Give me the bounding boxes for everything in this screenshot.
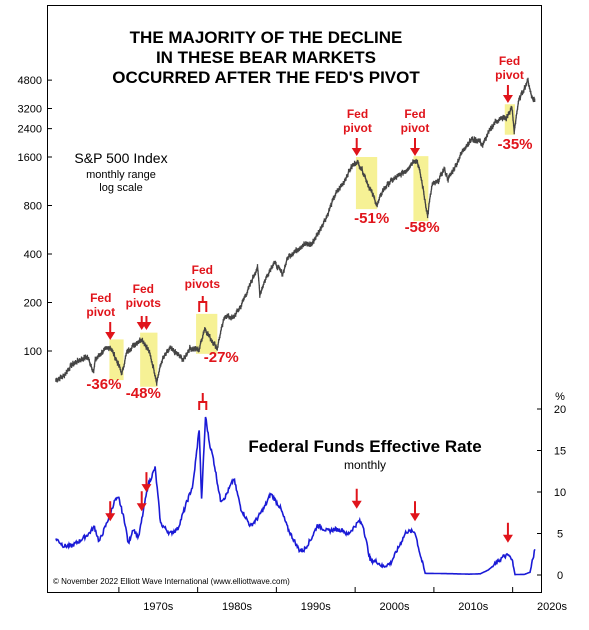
rate-y-tick-label: 15 [554, 446, 566, 458]
sp500-y-tick-label: 100 [24, 346, 42, 358]
pivot-highlight-box [504, 104, 516, 135]
x-tick-label: 2000s [380, 601, 410, 613]
rate-y-tick-label: 20 [554, 404, 566, 416]
sp500-sublabel-1: monthly range [86, 169, 156, 181]
pivot-decline-pct: -27% [204, 349, 239, 366]
rate-y-tick-label: 10 [554, 487, 566, 499]
pivot-label: pivots [126, 296, 162, 310]
sp500-y-tick-label: 400 [24, 249, 42, 261]
x-tick-label: 2010s [458, 601, 488, 613]
pivot-arrow-head [141, 322, 152, 330]
chart-title-line-1: THE MAJORITY OF THE DECLINE [130, 28, 403, 47]
pivot-label: Fed [499, 54, 520, 68]
pivot-label: pivot [343, 121, 372, 135]
pivot-arrow-head [502, 95, 513, 103]
rate-pivot-arrow-head [136, 503, 147, 512]
rate-pivot-arrows [105, 393, 513, 543]
sp500-series-line [55, 77, 536, 386]
rate-y-tick-label: 0 [557, 570, 563, 582]
rate-pivot-bracket [198, 401, 208, 410]
pivot-arrow-head [409, 148, 420, 156]
chart-frame [47, 5, 542, 593]
x-ticks: 1970s 1980s 1990s 2000s 2010s 2020s [118, 587, 568, 613]
sp500-y-tick-label: 1600 [18, 152, 42, 164]
pivot-label: Fed [192, 263, 213, 277]
rate-pivot-arrow-head [502, 534, 513, 543]
pivot-label: Fed [404, 107, 425, 121]
sp500-y-tick-label: 2400 [18, 124, 42, 136]
pivot-annotations: Fedpivot-36%Fedpivots-48%Fedpivots-27%Fe… [86, 54, 532, 402]
pivot-label: Fed [90, 291, 111, 305]
rate-pivot-arrow-head [409, 513, 420, 522]
rate-unit-label: % [555, 391, 565, 403]
x-tick-label: 1970s [143, 601, 173, 613]
sp500-y-tick-label: 200 [24, 298, 42, 310]
pivot-decline-pct: -48% [126, 385, 161, 402]
rate-pivot-arrow-head [351, 500, 362, 509]
copyright-note: © November 2022 Elliott Wave Internation… [53, 577, 290, 586]
pivot-highlight-box [413, 156, 429, 222]
pivot-decline-pct: -58% [405, 219, 440, 236]
pivot-arrow-head [351, 148, 362, 156]
rate-pivot-arrow-head [105, 513, 116, 522]
pivot-decline-pct: -35% [497, 136, 532, 153]
chart-title-line-2: IN THESE BEAR MARKETS [156, 48, 376, 67]
sp500-y-tick-label: 3200 [18, 104, 42, 116]
chart-title-line-3: OCCURRED AFTER THE FED'S PIVOT [112, 68, 420, 87]
pivot-label: pivot [86, 305, 115, 319]
rate-y-ticks: 0 5 10 15 20 [537, 404, 566, 582]
pivot-label: pivots [185, 277, 221, 291]
sp500-y-tick-label: 4800 [18, 75, 42, 87]
rate-series-line [55, 416, 536, 576]
sp500-label: S&P 500 Index [74, 150, 167, 166]
pivot-label: Fed [347, 107, 368, 121]
sp500-y-tick-label: 800 [24, 201, 42, 213]
rate-subtitle: monthly [344, 458, 386, 472]
sp500-y-ticks: 100 200 400 800 1600 2400 3200 4800 [18, 75, 52, 358]
pivot-decline-pct: -36% [86, 376, 121, 393]
x-tick-label: 2020s [537, 601, 567, 613]
pivot-label: pivot [495, 68, 524, 82]
rate-title: Federal Funds Effective Rate [248, 437, 481, 456]
pivot-decline-pct: -51% [354, 210, 389, 227]
rate-pivot-arrow-head [141, 484, 152, 493]
pivot-label: pivot [401, 121, 430, 135]
pivot-bracket [198, 301, 208, 312]
x-tick-label: 1990s [301, 601, 331, 613]
sp500-sublabel-2: log scale [99, 182, 142, 194]
x-tick-label: 1980s [222, 601, 252, 613]
pivot-arrow-head [105, 332, 116, 340]
rate-y-tick-label: 5 [557, 529, 563, 541]
pivot-label: Fed [133, 282, 154, 296]
